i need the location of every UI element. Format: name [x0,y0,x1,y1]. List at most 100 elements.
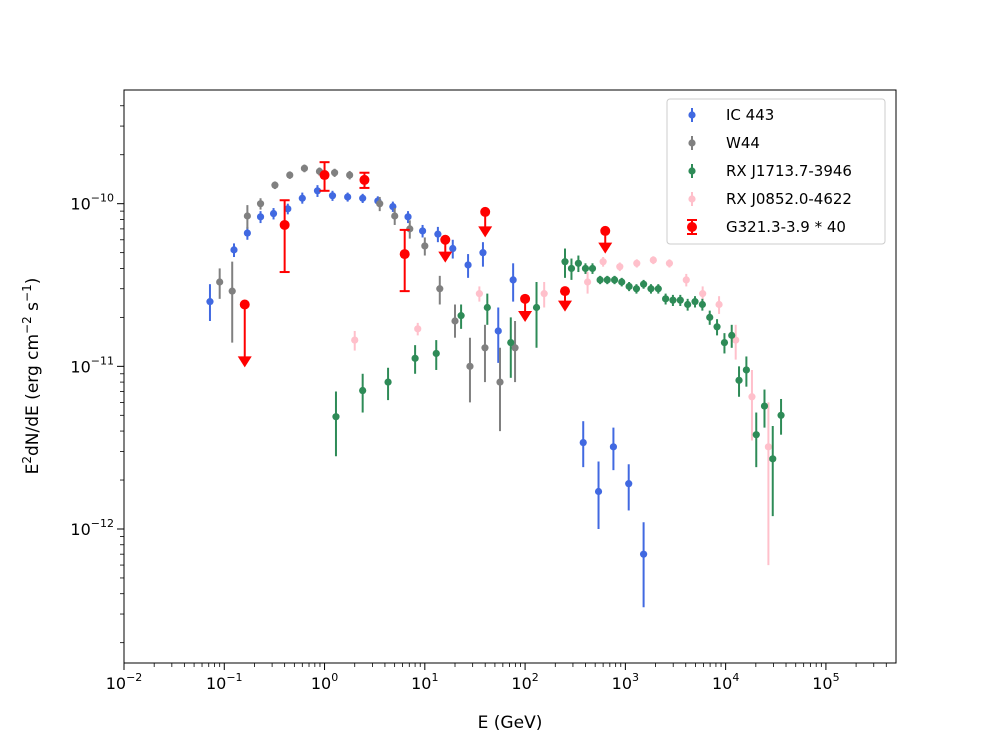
data-point [715,300,723,309]
x-tick-label-base: 10 [812,674,832,693]
data-point [507,338,515,347]
data-point [279,219,290,230]
data-point [479,249,487,257]
x-tick-label: 10−2 [106,671,143,693]
data-point [216,278,224,286]
x-tick-label-exp: −2 [126,671,142,684]
y-tick-label: 10−10 [70,192,114,214]
y-label-base: E [23,464,43,475]
x-tick-label: 104 [712,671,739,693]
legend-box [666,98,886,245]
x-tick-label-base: 10 [612,674,632,693]
data-point [665,259,674,267]
data-point [603,276,611,284]
data-point [483,303,491,312]
legend-marker-dot [688,111,696,119]
x-tick-label: 101 [411,671,438,693]
data-point [616,263,624,271]
data-point [494,327,502,335]
data-point [574,259,582,267]
x-tick-label-base: 10 [712,674,732,693]
legend-label: G321.3-3.9 * 40 [726,218,846,236]
data-point [344,193,352,201]
data-point [532,303,541,312]
data-point [359,174,370,185]
series-2 [332,248,785,517]
upper-limit-point [480,206,491,217]
data-point [464,261,472,269]
data-point [561,258,569,266]
data-point [618,278,626,286]
data-point [351,336,359,344]
data-point [639,550,648,558]
data-point [332,413,340,421]
y-tick-label: 10−11 [70,354,114,376]
data-point [243,212,251,220]
y-tick-label: 10−12 [70,517,114,539]
data-point [496,378,504,386]
data-point [404,213,412,221]
data-point [732,336,740,344]
data-point [720,338,729,347]
data-point [436,285,444,293]
x-tick-label-exp: 1 [431,671,438,684]
data-point [421,242,429,250]
x-tick-label-base: 10 [106,674,126,693]
x-tick-label-exp: 5 [833,671,840,684]
upper-limit-arrow [598,242,613,254]
data-point [581,264,590,273]
data-point [764,443,773,451]
data-point [256,200,265,208]
data-point [481,344,489,352]
upper-limit-arrow [438,251,453,263]
data-point [625,282,633,291]
upper-limit-point [600,225,611,236]
data-point [632,285,641,293]
data-point [432,349,440,358]
y-label-sup3: −1 [20,284,34,302]
data-point [449,244,457,253]
data-point [777,411,785,419]
data-point [698,300,706,309]
data-point [676,296,684,304]
y-label-rest2: s [23,302,43,316]
data-point [359,194,367,202]
upper-limit-point [520,293,531,304]
data-point [735,376,743,384]
data-point [271,181,279,189]
data-point [256,213,265,221]
series-0 [206,185,648,608]
data-point [384,378,392,386]
data-point [748,393,756,401]
y-tick-label-exp: −10 [91,192,114,205]
data-point [243,229,251,237]
data-point [418,227,427,235]
legend: IC 443 W44 RX J1713.7-3946 RX J0852.0-4622 G… [666,98,886,245]
data-point [376,200,384,208]
data-point [269,209,278,218]
data-point [451,317,459,325]
data-point [728,331,736,339]
data-point [391,212,399,220]
series-1 [216,164,519,432]
y-tick-label-exp: −11 [91,354,114,367]
data-point [284,205,292,213]
data-point [411,354,419,362]
data-point [313,187,322,195]
data-point [406,225,414,233]
data-point [399,249,410,260]
data-point [457,312,465,320]
data-point [466,362,474,370]
legend-marker-dot [688,195,696,203]
legend-item-2: RX J1713.7-3946 [688,162,852,180]
data-point [669,296,677,304]
data-point [300,164,309,172]
data-point [594,487,603,496]
data-point [609,443,618,451]
y-tick-label-base: 10 [70,195,90,214]
legend-item-0: IC 443 [688,106,774,124]
series-4 [237,161,613,368]
x-tick-label: 103 [612,671,639,693]
data-point [647,285,655,293]
x-tick-label-base: 10 [511,674,531,693]
